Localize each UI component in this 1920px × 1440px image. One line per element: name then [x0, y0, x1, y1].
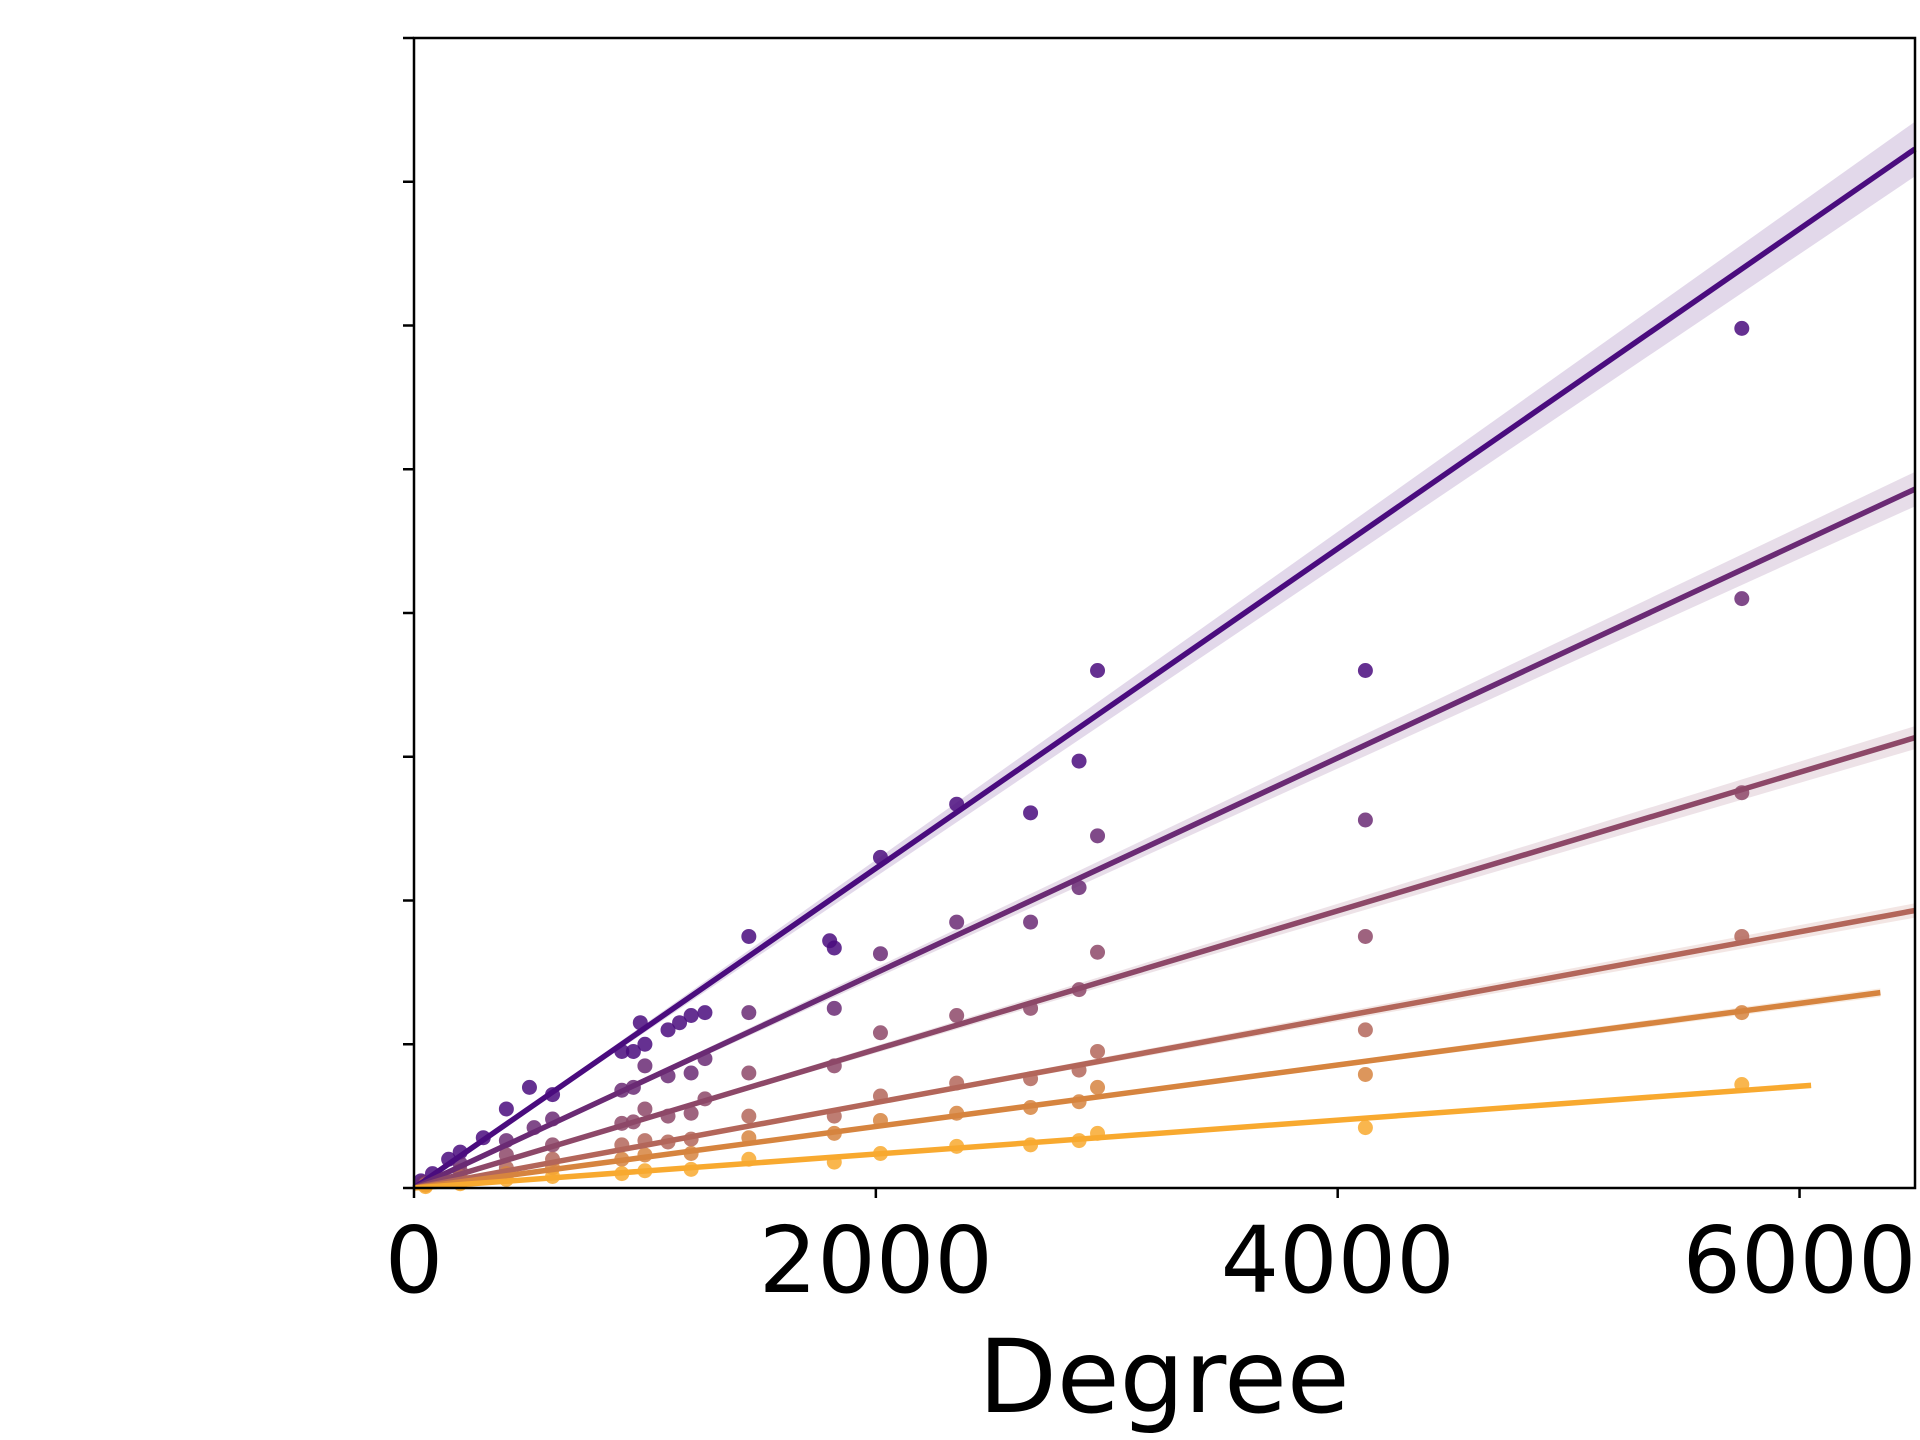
- data-point-s2-14: [872, 946, 888, 962]
- data-point-s1-26: [1734, 320, 1750, 336]
- data-point-s2-19: [1357, 812, 1373, 828]
- data-point-s1-24: [1090, 663, 1106, 678]
- fit-line-3: [413, 734, 1916, 1191]
- data-point-s1-10: [625, 1043, 641, 1059]
- x-axis: 0 2000 4000 6000: [385, 1188, 1917, 1314]
- x-axis-title: Degree: [978, 1318, 1349, 1437]
- data-point-s1-15: [683, 1008, 699, 1023]
- x-tick-label-6000: 6000: [1682, 1207, 1916, 1314]
- confidence-band-2: [414, 471, 1915, 1188]
- data-point-s2-16: [1023, 914, 1039, 930]
- data-point-s2-20: [1734, 591, 1750, 607]
- confidence-band-1: [414, 121, 1915, 1189]
- data-point-s3-7: [637, 1101, 653, 1117]
- data-point-s3-9: [683, 1105, 699, 1121]
- data-point-s4-15: [1090, 1043, 1106, 1059]
- x-tick-label-0: 0: [385, 1207, 444, 1314]
- fit-line-5: [413, 989, 1881, 1191]
- data-point-s4-16: [1357, 1022, 1373, 1038]
- fit-line-2: [412, 486, 1917, 1191]
- y-axis: [403, 36, 414, 1190]
- data-point-s4-9: [741, 1108, 757, 1124]
- data-point-s2-8: [637, 1058, 653, 1074]
- data-point-s2-12: [741, 1005, 757, 1021]
- data-point-s3-17: [1090, 944, 1106, 960]
- data-point-s3-13: [872, 1025, 888, 1041]
- data-point-s1-6: [498, 1101, 514, 1117]
- data-point-s1-17: [741, 928, 757, 944]
- data-point-s1-7: [521, 1079, 537, 1095]
- data-point-s3-18: [1357, 928, 1373, 944]
- data-point-s1-19: [826, 940, 842, 956]
- data-point-s2-17: [1071, 880, 1087, 896]
- data-point-s1-14: [672, 1015, 688, 1031]
- fit-line-4: [413, 907, 1916, 1191]
- data-point-s5-14: [1090, 1079, 1106, 1095]
- fit-line-6: [413, 1082, 1812, 1191]
- fit-line-1: [412, 146, 1917, 1191]
- data-point-s1-23: [1071, 753, 1087, 769]
- data-point-s3-11: [741, 1065, 757, 1081]
- data-point-s1-12: [637, 1036, 653, 1052]
- data-point-s1-25: [1357, 663, 1373, 678]
- data-point-s5-15: [1357, 1066, 1373, 1082]
- fit-lines-layer: [412, 146, 1917, 1191]
- data-point-s6-15: [1357, 1120, 1373, 1136]
- data-point-s1-13: [660, 1022, 676, 1038]
- data-point-s1-22: [1023, 805, 1039, 821]
- confidence-band-3: [414, 726, 1915, 1188]
- data-point-s1-16: [697, 1005, 713, 1021]
- data-point-s2-18: [1090, 828, 1106, 844]
- data-point-s3-14: [949, 1008, 965, 1023]
- data-point-s2-13: [826, 1000, 842, 1016]
- data-point-s2-10: [683, 1065, 699, 1081]
- x-tick-label-4000: 4000: [1221, 1207, 1455, 1314]
- data-point-s2-15: [949, 914, 965, 930]
- x-tick-label-2000: 2000: [759, 1207, 993, 1314]
